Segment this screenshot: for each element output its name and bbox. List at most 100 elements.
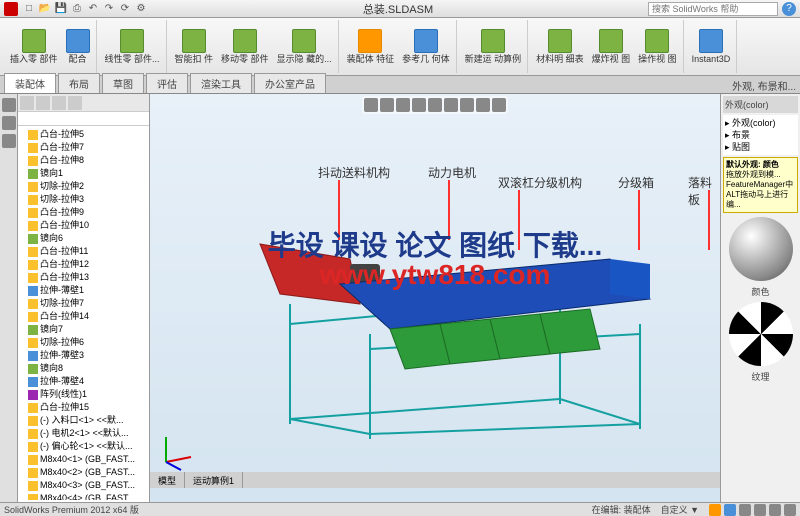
tree-tab-icon[interactable] xyxy=(36,96,50,110)
tree-item[interactable]: (-) 电机2<1> <<默认... xyxy=(20,427,147,440)
status-icon[interactable] xyxy=(784,504,796,516)
tree-item[interactable]: (-) 偏心轮<1> <<默认... xyxy=(20,440,147,453)
tree-item[interactable]: M8x40<1> (GB_FAST... xyxy=(20,453,147,466)
status-custom[interactable]: 自定义 ▼ xyxy=(661,503,699,516)
ribbon-button[interactable]: 移动零 部件 xyxy=(219,27,271,66)
tree-item[interactable]: 镜向6 xyxy=(20,232,147,245)
view-tool-icon[interactable] xyxy=(460,98,474,112)
command-tab[interactable]: 装配体 xyxy=(4,73,56,93)
tree-item[interactable]: 切除-拉伸6 xyxy=(20,336,147,349)
status-icon[interactable] xyxy=(769,504,781,516)
command-tab[interactable]: 布局 xyxy=(58,73,100,93)
tree-item[interactable]: 镜向8 xyxy=(20,362,147,375)
view-tool-icon[interactable] xyxy=(380,98,394,112)
qat-save-icon[interactable]: 💾 xyxy=(54,2,68,16)
ribbon-button[interactable]: 装配体 特征 xyxy=(345,27,397,66)
tree-item[interactable]: M8x40<4> (GB_FAST... xyxy=(20,492,147,500)
tree-item[interactable]: 凸台-拉伸13 xyxy=(20,271,147,284)
tree-item[interactable]: 切除-拉伸2 xyxy=(20,180,147,193)
view-tool-icon[interactable] xyxy=(412,98,426,112)
tree-item-label: 凸台-拉伸7 xyxy=(40,141,84,154)
command-tab[interactable]: 办公室产品 xyxy=(254,73,326,93)
tree-item[interactable]: 凸台-拉伸8 xyxy=(20,154,147,167)
ribbon-button-icon xyxy=(645,29,669,53)
ribbon-button[interactable]: 材料明 细表 xyxy=(534,27,586,66)
tree-item[interactable]: 凸台-拉伸9 xyxy=(20,206,147,219)
tree-item[interactable]: 凸台-拉伸7 xyxy=(20,141,147,154)
help-search-input[interactable] xyxy=(648,2,778,16)
command-tab[interactable]: 评估 xyxy=(146,73,188,93)
status-icon[interactable] xyxy=(724,504,736,516)
graphics-viewport[interactable]: 抖动送料机构动力电机双滚杠分级机构分级箱落料板 xyxy=(150,94,720,502)
view-tool-icon[interactable] xyxy=(428,98,442,112)
command-tab[interactable]: 草图 xyxy=(102,73,144,93)
ribbon-button[interactable]: 显示隐 藏的... xyxy=(275,27,334,66)
tree-item-icon xyxy=(28,221,38,231)
tree-item[interactable]: 镜向7 xyxy=(20,323,147,336)
ribbon-button[interactable]: 插入零 部件 xyxy=(8,27,60,66)
tree-tab-icon[interactable] xyxy=(20,96,34,110)
tree-item[interactable]: 镜向1 xyxy=(20,167,147,180)
rail-icon[interactable] xyxy=(2,116,16,130)
tree-item[interactable]: 凸台-拉伸11 xyxy=(20,245,147,258)
tree-item[interactable]: 凸台-拉伸14 xyxy=(20,310,147,323)
view-tool-icon[interactable] xyxy=(476,98,490,112)
right-panel-header-tab[interactable]: 外观, 布景和... xyxy=(732,78,796,93)
ribbon-button[interactable]: 智能扣 件 xyxy=(173,27,216,66)
status-icon[interactable] xyxy=(754,504,766,516)
appearance-tree-item[interactable]: ▸ 外观(color) xyxy=(725,117,796,129)
qat-print-icon[interactable]: ⎙ xyxy=(70,2,84,16)
appearance-panel: 外观(color) ▸ 外观(color)▸ 布景▸ 贴图 默认外观: 颜色 拖… xyxy=(720,94,800,502)
ribbon-button[interactable]: 爆炸视 图 xyxy=(590,27,633,66)
tree-item-label: (-) 偏心轮<1> <<默认... xyxy=(40,440,133,453)
rail-icon[interactable] xyxy=(2,134,16,148)
view-tool-icon[interactable] xyxy=(492,98,506,112)
appearance-tree-item[interactable]: ▸ 贴图 xyxy=(725,141,796,153)
view-tool-icon[interactable] xyxy=(396,98,410,112)
ribbon-button-label: 插入零 部件 xyxy=(10,54,58,64)
appearance-tree[interactable]: ▸ 外观(color)▸ 布景▸ 贴图 xyxy=(723,115,798,155)
help-icon[interactable]: ? xyxy=(782,2,796,16)
tree-filter-input[interactable] xyxy=(18,112,149,126)
tree-item[interactable]: 拉伸-薄壁1 xyxy=(20,284,147,297)
appearance-tree-item[interactable]: ▸ 布景 xyxy=(725,129,796,141)
bottom-tab[interactable]: 运动算例1 xyxy=(185,472,243,488)
ribbon-button[interactable]: 配合 xyxy=(64,27,92,66)
qat-rebuild-icon[interactable]: ⟳ xyxy=(118,2,132,16)
status-icon[interactable] xyxy=(739,504,751,516)
tree-item[interactable]: 凸台-拉伸5 xyxy=(20,128,147,141)
tree-item[interactable]: 拉伸-薄壁4 xyxy=(20,375,147,388)
status-icon[interactable] xyxy=(709,504,721,516)
tree-tab-icon[interactable] xyxy=(68,96,82,110)
ribbon-button[interactable]: 操作视 图 xyxy=(636,27,679,66)
tree-item[interactable]: 拉伸-薄壁3 xyxy=(20,349,147,362)
tree-item[interactable]: 凸台-拉伸10 xyxy=(20,219,147,232)
ribbon-button[interactable]: Instant3D xyxy=(690,27,733,66)
tree-item[interactable]: M8x40<3> (GB_FAST... xyxy=(20,479,147,492)
ribbon-button[interactable]: 新建运 动算例 xyxy=(463,27,524,66)
tree-item[interactable]: 切除-拉伸3 xyxy=(20,193,147,206)
ribbon-button[interactable]: 线性零 部件... xyxy=(103,27,162,66)
qat-undo-icon[interactable]: ↶ xyxy=(86,2,100,16)
tree-item[interactable]: 凸台-拉伸15 xyxy=(20,401,147,414)
rail-icon[interactable] xyxy=(2,98,16,112)
view-tool-icon[interactable] xyxy=(444,98,458,112)
triad-icon xyxy=(156,432,196,472)
feature-tree[interactable]: 凸台-拉伸5凸台-拉伸7凸台-拉伸8镜向1切除-拉伸2切除-拉伸3凸台-拉伸9凸… xyxy=(18,126,149,500)
tree-tab-icon[interactable] xyxy=(52,96,66,110)
tree-item[interactable]: 切除-拉伸7 xyxy=(20,297,147,310)
command-tab[interactable]: 渲染工具 xyxy=(190,73,252,93)
bottom-tab[interactable]: 模型 xyxy=(150,472,185,488)
ribbon-button[interactable]: 参考几 何体 xyxy=(400,27,452,66)
qat-new-icon[interactable]: □ xyxy=(22,2,36,16)
tree-item[interactable]: (-) 入料口<1> <<默... xyxy=(20,414,147,427)
qat-redo-icon[interactable]: ↷ xyxy=(102,2,116,16)
qat-options-icon[interactable]: ⚙ xyxy=(134,2,148,16)
texture-sphere-preview[interactable] xyxy=(729,302,793,366)
view-tool-icon[interactable] xyxy=(364,98,378,112)
tree-item[interactable]: 凸台-拉伸12 xyxy=(20,258,147,271)
color-sphere-preview[interactable] xyxy=(729,217,793,281)
tree-item[interactable]: 阵列(线性)1 xyxy=(20,388,147,401)
qat-open-icon[interactable]: 📂 xyxy=(38,2,52,16)
tree-item[interactable]: M8x40<2> (GB_FAST... xyxy=(20,466,147,479)
